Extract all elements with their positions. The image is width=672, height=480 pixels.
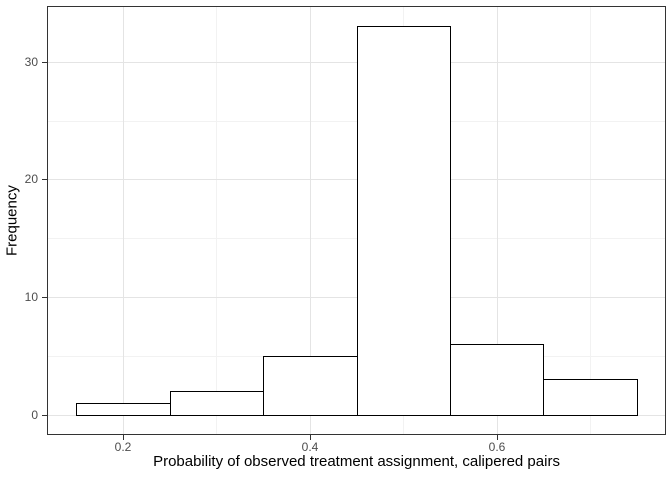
x-axis-title: Probability of observed treatment assign… [153,453,560,470]
x-tick-label: 0.2 [114,440,132,454]
y-tick [42,415,47,416]
gridline-x-minor [590,7,591,434]
plot-panel [47,6,666,435]
y-tick [42,297,47,298]
x-tick [310,435,311,440]
y-tick-label: 30 [24,55,38,69]
histogram-bar [543,379,638,416]
gridline-y-major [48,297,665,298]
gridline-x-minor [216,7,217,434]
gridline-x-major [123,7,124,434]
gridline-y-major [48,179,665,180]
x-tick [497,435,498,440]
x-tick-label: 0.4 [301,440,319,454]
gridline-y-minor [48,238,665,239]
gridline-y-major [48,62,665,63]
gridline-x-major [497,7,498,434]
histogram-bar [170,391,264,416]
y-tick [42,179,47,180]
y-tick-label: 20 [24,172,38,186]
y-tick [42,62,47,63]
gridline-x-major [310,7,311,434]
histogram-bar [357,26,451,416]
x-tick [123,435,124,440]
y-axis-title: Frequency [3,185,21,256]
x-tick-label: 0.6 [488,440,506,454]
gridline-y-minor [48,121,665,122]
histogram-bar [76,403,171,416]
y-tick-label: 0 [31,408,38,422]
histogram-bar [450,344,544,416]
y-tick-label: 10 [24,290,38,304]
histogram-bar [263,356,358,416]
